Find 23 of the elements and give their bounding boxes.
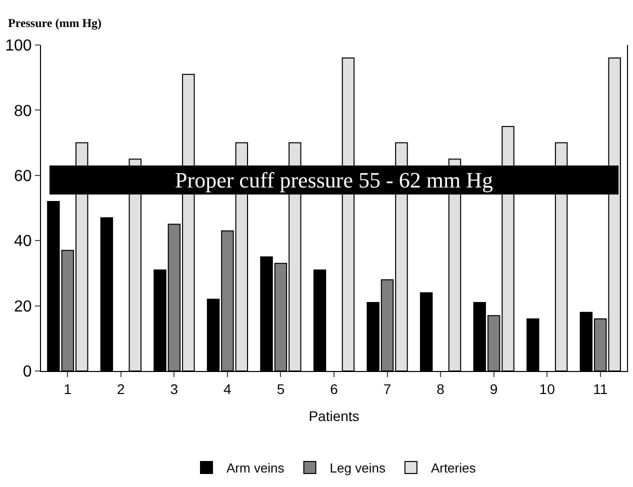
x-tick-label: 10 <box>539 380 556 397</box>
x-tick-label: 4 <box>224 380 232 397</box>
y-tick-label: 0 <box>22 364 32 381</box>
y-axis-title: Pressure (mm Hg) <box>8 16 102 30</box>
y-tick-label: 100 <box>5 38 32 55</box>
x-axis-title: Patients <box>308 408 360 424</box>
y-tick-label: 60 <box>14 168 32 185</box>
annotation: Proper cuff pressure 55 - 62 mm Hg <box>175 168 493 192</box>
y-tick-label: 20 <box>14 298 32 316</box>
y-tick-label: 40 <box>14 233 32 250</box>
x-tick-label: 7 <box>383 380 392 397</box>
legend-label: Arm veins <box>226 460 285 476</box>
x-tick-label: 3 <box>170 380 178 397</box>
legend-label: Arteries <box>430 460 476 476</box>
x-tick-label: 9 <box>490 380 498 397</box>
y-tick-label: 80 <box>14 102 32 120</box>
x-tick-label: 2 <box>117 380 126 397</box>
x-tick-label: 5 <box>276 380 285 397</box>
legend-label: Leg veins <box>330 460 386 476</box>
x-tick-label: 1 <box>64 380 72 397</box>
x-tick-label: 11 <box>593 380 608 397</box>
x-tick-label: 6 <box>330 380 338 397</box>
x-tick-label: 8 <box>436 380 445 397</box>
